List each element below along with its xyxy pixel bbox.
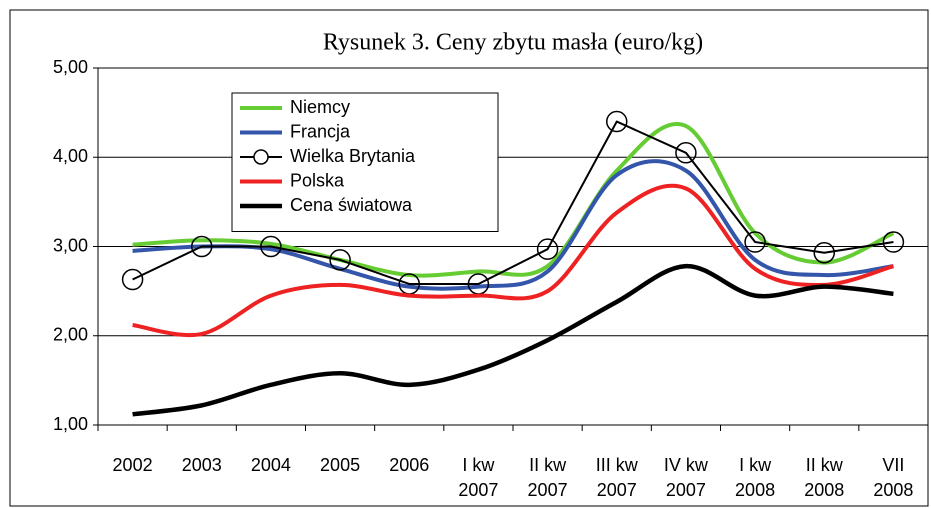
x-tick-label: IV kw	[664, 455, 709, 475]
point-marker	[536, 238, 559, 260]
x-tick-label: VII	[882, 455, 904, 475]
x-tick-label: 2008	[735, 480, 775, 500]
legend-label: Cena światowa	[290, 195, 413, 215]
legend-box	[231, 92, 499, 232]
series-line	[132, 263, 894, 417]
chart-border	[9, 9, 929, 507]
x-tick-label: I kw	[462, 455, 495, 475]
x-tick-label: 2007	[528, 480, 568, 500]
series-line	[132, 120, 894, 285]
point-marker	[329, 249, 351, 271]
legend-label: Niemcy	[290, 97, 350, 117]
y-tick-label: 4,00	[53, 146, 88, 166]
point-marker	[813, 241, 835, 264]
x-tick-label: I kw	[739, 455, 772, 475]
chart-title: Rysunek 3. Ceny zbytu masła (euro/kg)	[323, 30, 703, 56]
point-marker	[260, 235, 282, 258]
x-tick-label: 2007	[666, 480, 706, 500]
point-marker	[606, 110, 628, 133]
legend-label: Wielka Brytania	[290, 146, 416, 166]
x-tick-label: 2006	[389, 455, 429, 475]
x-tick-label: 2007	[597, 480, 637, 500]
series-line	[132, 159, 894, 291]
y-tick-label: 1,00	[53, 414, 88, 434]
series-line	[132, 183, 894, 338]
point-marker	[121, 268, 144, 291]
legend-marker	[253, 149, 269, 165]
x-tick-label: 2008	[804, 480, 844, 500]
x-tick-label: 2004	[251, 455, 291, 475]
legend-label: Polska	[290, 170, 345, 190]
y-tick-label: 2,00	[53, 325, 88, 345]
x-tick-label: 2003	[182, 455, 222, 475]
x-tick-label: II kw	[806, 455, 844, 475]
y-tick-label: 5,00	[53, 57, 88, 77]
legend-label: Francja	[290, 121, 351, 141]
x-tick-label: III kw	[596, 455, 639, 475]
point-marker	[882, 231, 905, 253]
x-tick-label: 2005	[320, 455, 360, 475]
x-tick-label: II kw	[529, 455, 567, 475]
x-tick-label: 2002	[113, 455, 153, 475]
point-marker	[675, 142, 697, 164]
series-line	[132, 122, 895, 278]
x-tick-label: 2007	[458, 480, 498, 500]
y-tick-label: 3,00	[53, 235, 88, 255]
x-tick-label: 2008	[873, 480, 913, 500]
point-marker	[744, 231, 766, 253]
point-marker	[191, 235, 213, 258]
